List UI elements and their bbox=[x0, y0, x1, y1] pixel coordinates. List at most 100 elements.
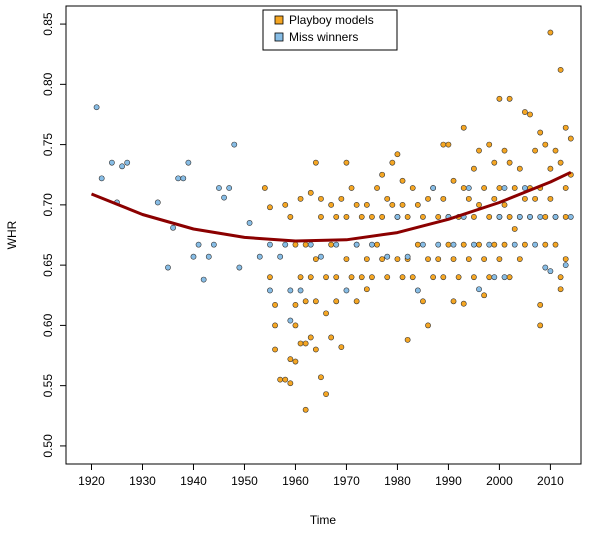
miss-winner-point bbox=[185, 159, 192, 166]
playboy-model-point bbox=[348, 185, 355, 191]
playboy-model-point bbox=[414, 201, 421, 208]
playboy-model-point bbox=[302, 406, 309, 413]
playboy-model-point bbox=[537, 129, 544, 136]
playboy-model-point bbox=[369, 274, 375, 281]
miss-winner-point bbox=[486, 241, 493, 248]
miss-winner-point bbox=[465, 185, 472, 191]
playboy-model-point bbox=[537, 302, 544, 308]
miss-winner-point bbox=[277, 253, 284, 260]
playboy-model-point bbox=[542, 214, 549, 220]
playboy-model-point bbox=[501, 241, 508, 248]
playboy-model-point bbox=[358, 274, 365, 281]
playboy-model-point bbox=[338, 195, 345, 202]
playboy-model-point bbox=[471, 274, 477, 281]
playboy-model-point bbox=[353, 298, 360, 305]
miss-winner-point bbox=[471, 241, 477, 248]
playboy-model-point bbox=[338, 344, 345, 350]
miss-winner-point bbox=[93, 104, 100, 111]
miss-winner-point bbox=[527, 214, 533, 220]
playboy-model-point bbox=[547, 165, 554, 172]
playboy-model-point bbox=[333, 298, 340, 305]
playboy-model-point bbox=[450, 177, 457, 184]
playboy-model-point bbox=[323, 391, 329, 397]
playboy-model-point bbox=[312, 256, 319, 263]
miss-winner-point bbox=[231, 141, 238, 148]
playboy-model-point bbox=[567, 135, 574, 142]
playboy-model-point bbox=[542, 241, 549, 248]
miss-winner-point bbox=[190, 253, 197, 260]
x-tick-label: 1940 bbox=[180, 474, 207, 488]
y-tick-label: 0.70 bbox=[41, 193, 55, 217]
playboy-model-point bbox=[363, 201, 370, 208]
miss-winner-point bbox=[516, 214, 523, 220]
miss-winner-point bbox=[501, 185, 508, 191]
playboy-model-point bbox=[455, 274, 462, 281]
playboy-model-point bbox=[547, 29, 554, 36]
playboy-model-point bbox=[318, 374, 324, 381]
miss-winner-point bbox=[154, 199, 161, 206]
playboy-model-point bbox=[328, 201, 335, 208]
playboy-model-point bbox=[481, 256, 488, 263]
playboy-model-point bbox=[302, 340, 309, 347]
playboy-model-point bbox=[491, 241, 498, 248]
miss-winner-point bbox=[522, 185, 528, 191]
playboy-model-point bbox=[491, 159, 498, 166]
playboy-model-point bbox=[374, 241, 380, 248]
playboy-model-point bbox=[399, 274, 406, 281]
playboy-model-point bbox=[399, 201, 406, 208]
playboy-model-point bbox=[307, 189, 314, 196]
playboy-model-point bbox=[562, 185, 569, 191]
miss-winner-point bbox=[267, 287, 273, 294]
playboy-model-point bbox=[440, 195, 447, 202]
playboy-model-point bbox=[450, 298, 457, 305]
miss-winner-point bbox=[353, 241, 360, 248]
playboy-model-point bbox=[369, 214, 375, 220]
playboy-model-point bbox=[420, 214, 426, 220]
playboy-model-point bbox=[542, 141, 549, 148]
playboy-model-point bbox=[353, 201, 360, 208]
miss-winner-point bbox=[236, 264, 243, 271]
playboy-model-point bbox=[460, 185, 467, 191]
playboy-model-point bbox=[511, 185, 518, 191]
legend: Playboy models Miss winners bbox=[262, 9, 398, 51]
playboy-model-point bbox=[496, 95, 503, 102]
playboy-model-point bbox=[522, 241, 528, 248]
playboy-model-point bbox=[302, 298, 309, 305]
playboy-model-point bbox=[430, 274, 437, 281]
playboy-model-point bbox=[537, 322, 544, 329]
playboy-model-point bbox=[557, 66, 564, 73]
playboy-model-point bbox=[465, 256, 472, 263]
miss-winner-point bbox=[430, 185, 437, 191]
playboy-model-point bbox=[527, 111, 533, 118]
playboy-model-point bbox=[425, 322, 431, 329]
playboy-model-point bbox=[363, 256, 370, 263]
miss-winner-point bbox=[496, 214, 503, 220]
miss-winner-point bbox=[384, 253, 391, 260]
playboy-model-point bbox=[501, 147, 508, 154]
playboy-model-point bbox=[297, 340, 304, 347]
playboy-model-point bbox=[312, 159, 319, 166]
playboy-model-point bbox=[445, 241, 452, 248]
playboy-model-point bbox=[460, 300, 467, 307]
y-tick-label: 0.55 bbox=[41, 374, 55, 398]
playboy-model-point bbox=[374, 185, 380, 191]
playboy-model-point bbox=[267, 274, 273, 281]
playboy-model-point bbox=[328, 241, 335, 248]
playboy-model-point bbox=[471, 165, 477, 172]
miss-winner-point bbox=[562, 262, 569, 269]
playboy-model-point bbox=[333, 274, 340, 281]
miss-winner-point bbox=[343, 287, 350, 294]
playboy-model-point bbox=[557, 286, 564, 293]
playboy-model-point bbox=[460, 241, 467, 248]
y-tick-label: 0.65 bbox=[41, 253, 55, 277]
miss-winner-point bbox=[333, 241, 340, 248]
miss-winner-point bbox=[414, 287, 421, 294]
miss-winner-point bbox=[552, 214, 559, 220]
x-tick-label: 1920 bbox=[78, 474, 105, 488]
x-tick-label: 2010 bbox=[537, 474, 564, 488]
y-tick-label: 0.85 bbox=[41, 12, 55, 36]
playboy-model-point bbox=[379, 214, 386, 220]
miss-winner-point bbox=[420, 241, 426, 248]
